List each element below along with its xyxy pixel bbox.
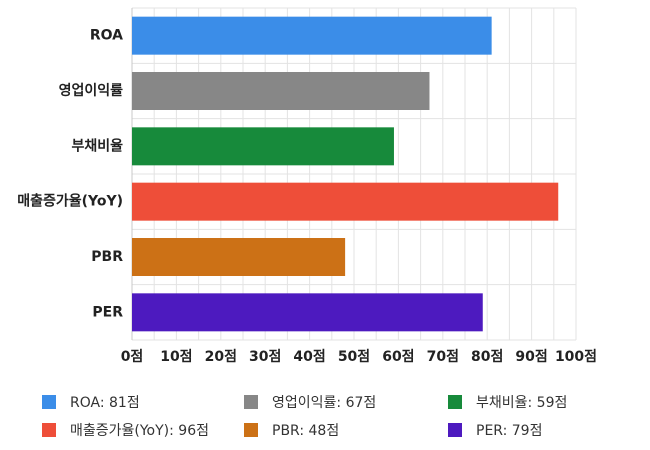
- legend-item: PBR: 48점: [244, 420, 339, 440]
- category-label: 매출증가율(YoY): [17, 193, 123, 210]
- legend-item: PER: 79점: [448, 420, 542, 440]
- bar: [132, 127, 394, 166]
- grid: [131, 7, 577, 341]
- legend-item: 매출증가율(YoY): 96점: [42, 420, 209, 440]
- legend-item: ROA: 81점: [42, 392, 140, 412]
- bar: [132, 238, 346, 276]
- category-label: 부채비율: [71, 137, 123, 154]
- legend-item: 영업이익률: 67점: [244, 392, 376, 412]
- x-tick-label: 60점: [382, 348, 414, 365]
- x-tick-label: 10점: [160, 348, 192, 365]
- category-label: ROA: [90, 28, 123, 44]
- bar: [132, 293, 483, 332]
- legend-swatch: [42, 395, 56, 409]
- x-axis-tick-labels: 0점 10점 20점 30점 40점 50점 60점 70점 80점 90점 100점: [121, 348, 597, 365]
- bar: [132, 16, 492, 55]
- x-tick-label: 70점: [427, 348, 459, 365]
- legend-label: ROA: 81점: [70, 395, 140, 411]
- legend-swatch: [448, 423, 462, 437]
- x-tick-label: 20점: [205, 348, 237, 365]
- x-tick-label: 50점: [338, 348, 370, 365]
- category-label: PBR: [91, 249, 123, 265]
- legend-label: 영업이익률: 67점: [272, 395, 377, 411]
- bar: [132, 72, 430, 110]
- x-tick-label: 80점: [471, 348, 503, 365]
- legend-label: 부채비율: 59점: [476, 395, 568, 411]
- legend-swatch: [42, 423, 56, 437]
- legend-label: 매출증가율(YoY): 96점: [70, 423, 209, 439]
- category-label: 영업이익률: [59, 82, 124, 99]
- x-tick-label: 30점: [249, 348, 281, 365]
- legend-swatch: [244, 423, 258, 437]
- legend-label: PBR: 48점: [272, 423, 340, 439]
- legend-swatch: [448, 395, 462, 409]
- legend-label: PER: 79점: [476, 423, 543, 439]
- x-tick-label: 0점: [121, 348, 144, 365]
- bar: [132, 182, 559, 221]
- category-label: PER: [92, 304, 123, 320]
- x-tick-label: 90점: [515, 348, 547, 365]
- x-tick-label: 100점: [555, 348, 597, 365]
- bars: [132, 16, 559, 332]
- legend-swatch: [244, 395, 258, 409]
- legend-item: 부채비율: 59점: [448, 392, 567, 412]
- x-tick-label: 40점: [293, 348, 325, 365]
